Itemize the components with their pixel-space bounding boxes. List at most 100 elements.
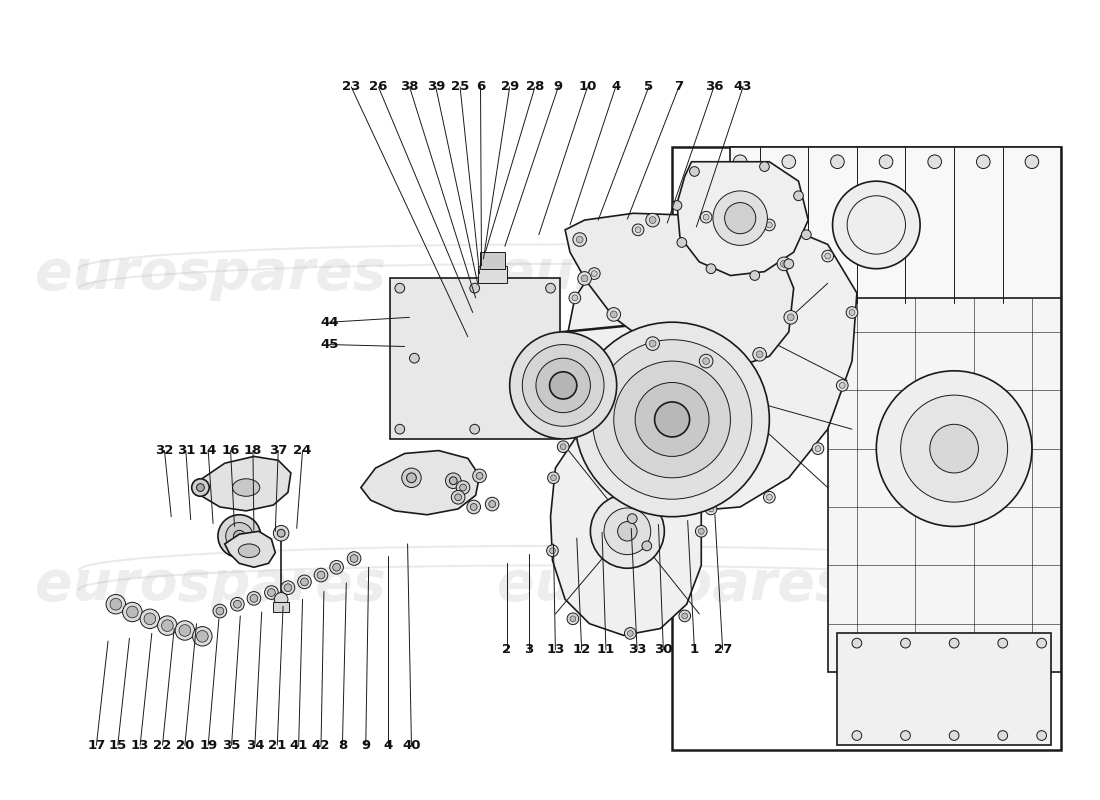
Circle shape	[682, 613, 688, 619]
Text: 36: 36	[705, 80, 723, 94]
Circle shape	[614, 361, 730, 478]
Circle shape	[822, 250, 834, 262]
Circle shape	[723, 226, 729, 234]
Polygon shape	[480, 252, 505, 269]
Circle shape	[488, 501, 496, 507]
Circle shape	[815, 446, 821, 451]
Circle shape	[901, 638, 911, 648]
Circle shape	[550, 548, 556, 554]
Circle shape	[558, 441, 569, 453]
Circle shape	[233, 600, 241, 608]
Text: eurospares: eurospares	[497, 558, 847, 612]
Circle shape	[175, 621, 195, 640]
Text: 6: 6	[476, 80, 485, 94]
Text: 43: 43	[734, 80, 752, 94]
Text: 42: 42	[311, 738, 330, 752]
Circle shape	[550, 372, 576, 399]
Circle shape	[784, 310, 798, 324]
Circle shape	[691, 454, 702, 466]
Circle shape	[877, 371, 1032, 526]
Circle shape	[581, 275, 589, 282]
Text: 19: 19	[199, 738, 218, 752]
Polygon shape	[565, 214, 794, 369]
Circle shape	[642, 490, 653, 501]
Circle shape	[763, 219, 776, 230]
Text: 13: 13	[547, 643, 564, 657]
Text: 4: 4	[612, 80, 620, 94]
Circle shape	[649, 217, 656, 223]
Circle shape	[1037, 638, 1046, 648]
Circle shape	[470, 424, 480, 434]
Circle shape	[784, 259, 794, 269]
Polygon shape	[274, 602, 289, 612]
Circle shape	[601, 465, 607, 471]
Circle shape	[197, 484, 205, 491]
Circle shape	[767, 494, 772, 500]
Polygon shape	[224, 531, 275, 567]
Circle shape	[802, 230, 811, 239]
Circle shape	[157, 616, 177, 635]
Circle shape	[703, 214, 710, 220]
Circle shape	[350, 554, 358, 562]
Text: 11: 11	[597, 643, 615, 657]
Circle shape	[1025, 155, 1038, 169]
Circle shape	[144, 613, 156, 625]
Circle shape	[122, 602, 142, 622]
Ellipse shape	[239, 544, 260, 558]
Circle shape	[760, 162, 769, 171]
Circle shape	[471, 503, 477, 510]
Circle shape	[849, 310, 855, 315]
Circle shape	[162, 620, 173, 631]
Circle shape	[794, 191, 803, 201]
Circle shape	[191, 478, 209, 496]
Circle shape	[627, 630, 634, 636]
Circle shape	[569, 292, 581, 304]
Text: 38: 38	[400, 80, 419, 94]
Text: 4: 4	[384, 738, 393, 752]
Circle shape	[734, 155, 747, 169]
Text: 10: 10	[579, 80, 596, 94]
Circle shape	[106, 594, 125, 614]
Circle shape	[750, 270, 760, 280]
Circle shape	[949, 730, 959, 740]
Text: 45: 45	[320, 338, 339, 351]
Circle shape	[701, 211, 712, 223]
Circle shape	[395, 283, 405, 293]
Circle shape	[570, 616, 575, 622]
Circle shape	[763, 491, 776, 503]
Text: 33: 33	[628, 643, 647, 657]
Circle shape	[561, 354, 568, 359]
Circle shape	[454, 494, 462, 501]
Circle shape	[901, 730, 911, 740]
Circle shape	[298, 575, 311, 589]
Circle shape	[617, 522, 637, 541]
Circle shape	[718, 223, 733, 237]
Circle shape	[752, 347, 767, 361]
Circle shape	[572, 295, 578, 301]
Text: 28: 28	[526, 80, 544, 94]
Circle shape	[598, 462, 609, 474]
Circle shape	[825, 253, 830, 259]
Circle shape	[213, 604, 227, 618]
Text: 37: 37	[270, 444, 287, 457]
Circle shape	[610, 311, 617, 318]
Text: 23: 23	[342, 80, 361, 94]
Circle shape	[126, 606, 139, 618]
Circle shape	[395, 424, 405, 434]
Text: 40: 40	[403, 738, 420, 752]
Circle shape	[265, 586, 278, 599]
Circle shape	[547, 545, 559, 557]
Text: 14: 14	[199, 444, 218, 457]
Circle shape	[713, 191, 768, 246]
Circle shape	[676, 238, 686, 247]
Text: 26: 26	[370, 80, 387, 94]
Circle shape	[604, 508, 651, 554]
Text: 12: 12	[572, 643, 591, 657]
Circle shape	[635, 382, 710, 457]
Text: 2: 2	[503, 643, 512, 657]
Circle shape	[407, 473, 416, 482]
Circle shape	[607, 308, 620, 322]
Circle shape	[248, 591, 261, 605]
Circle shape	[466, 500, 481, 514]
Circle shape	[559, 350, 570, 362]
